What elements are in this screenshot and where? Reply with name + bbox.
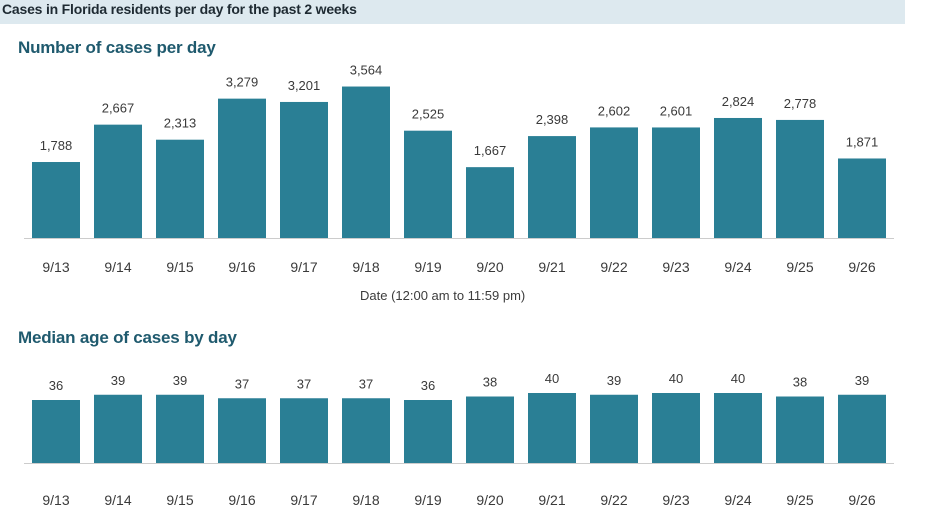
- data-label-age-9/18: 37: [359, 376, 373, 391]
- tick-label-cases-9/25: 9/25: [786, 259, 813, 275]
- data-label-cases-9/26: 1,871: [846, 134, 879, 149]
- bar-cases-9/19: [404, 130, 452, 238]
- bar-cases-9/22: [590, 127, 638, 238]
- tick-label-age-9/23: 9/23: [662, 492, 689, 508]
- data-label-cases-9/17: 3,201: [288, 78, 321, 93]
- bar-cases-9/16: [218, 98, 266, 238]
- tick-label-cases-9/24: 9/24: [724, 259, 751, 275]
- bar-cases-9/13: [32, 162, 80, 238]
- bar-age-9/13: [32, 400, 80, 463]
- data-label-age-9/23: 40: [669, 371, 683, 386]
- data-label-cases-9/22: 2,602: [598, 103, 631, 118]
- tick-label-age-9/15: 9/15: [166, 492, 193, 508]
- bar-age-9/23: [652, 393, 700, 463]
- data-label-age-9/14: 39: [111, 373, 125, 388]
- data-label-age-9/20: 38: [483, 375, 497, 390]
- bar-age-9/26: [838, 394, 886, 463]
- bar-age-9/21: [528, 393, 576, 463]
- data-label-age-9/19: 36: [421, 378, 435, 393]
- data-label-cases-9/20: 1,667: [474, 143, 507, 158]
- data-label-age-9/26: 39: [855, 373, 869, 388]
- bar-age-9/22: [590, 394, 638, 463]
- tick-label-cases-9/18: 9/18: [352, 259, 379, 275]
- data-label-cases-9/19: 2,525: [412, 107, 445, 122]
- data-label-cases-9/14: 2,667: [102, 101, 135, 116]
- tick-label-age-9/24: 9/24: [724, 492, 751, 508]
- tick-label-cases-9/15: 9/15: [166, 259, 193, 275]
- bar-cases-9/26: [838, 158, 886, 238]
- bar-cases-9/25: [776, 119, 824, 238]
- data-label-age-9/21: 40: [545, 371, 559, 386]
- header-bar: [0, 0, 905, 24]
- bar-cases-9/23: [652, 127, 700, 238]
- tick-label-cases-9/23: 9/23: [662, 259, 689, 275]
- bar-cases-9/17: [280, 101, 328, 239]
- bar-age-9/17: [280, 398, 328, 463]
- bar-age-9/16: [218, 398, 266, 463]
- data-label-cases-9/24: 2,824: [722, 94, 755, 109]
- data-label-cases-9/16: 3,279: [226, 75, 259, 90]
- tick-label-age-9/26: 9/26: [848, 492, 875, 508]
- data-label-age-9/13: 36: [49, 378, 63, 393]
- tick-label-cases-9/14: 9/14: [104, 259, 131, 275]
- bar-age-9/20: [466, 396, 514, 463]
- data-label-age-9/24: 40: [731, 371, 745, 386]
- tick-label-cases-9/26: 9/26: [848, 259, 875, 275]
- bar-cases-9/24: [714, 117, 762, 238]
- tick-label-cases-9/20: 9/20: [476, 259, 503, 275]
- data-label-cases-9/25: 2,778: [784, 96, 817, 111]
- x-axis-title-cases: Date (12:00 am to 11:59 pm): [360, 288, 526, 303]
- tick-label-age-9/18: 9/18: [352, 492, 379, 508]
- bar-age-9/14: [94, 394, 142, 463]
- data-label-cases-9/21: 2,398: [536, 112, 569, 127]
- data-label-age-9/22: 39: [607, 373, 621, 388]
- chart-title-cases: Number of cases per day: [18, 38, 216, 57]
- tick-label-age-9/17: 9/17: [290, 492, 317, 508]
- bar-cases-9/15: [156, 139, 204, 238]
- data-label-cases-9/18: 3,564: [350, 63, 383, 78]
- bar-cases-9/14: [94, 124, 142, 238]
- tick-label-age-9/19: 9/19: [414, 492, 441, 508]
- tick-label-age-9/13: 9/13: [42, 492, 69, 508]
- tick-label-cases-9/22: 9/22: [600, 259, 627, 275]
- tick-label-age-9/20: 9/20: [476, 492, 503, 508]
- tick-label-age-9/22: 9/22: [600, 492, 627, 508]
- data-label-age-9/17: 37: [297, 376, 311, 391]
- bar-cases-9/18: [342, 86, 390, 238]
- tick-label-age-9/25: 9/25: [786, 492, 813, 508]
- bar-age-9/15: [156, 394, 204, 463]
- tick-label-cases-9/19: 9/19: [414, 259, 441, 275]
- data-label-age-9/15: 39: [173, 373, 187, 388]
- page-title: Cases in Florida residents per day for t…: [2, 1, 357, 17]
- data-label-age-9/16: 37: [235, 376, 249, 391]
- bar-age-9/19: [404, 400, 452, 463]
- bar-age-9/18: [342, 398, 390, 463]
- data-label-age-9/25: 38: [793, 375, 807, 390]
- tick-label-cases-9/17: 9/17: [290, 259, 317, 275]
- tick-label-cases-9/13: 9/13: [42, 259, 69, 275]
- chart-title-median-age: Median age of cases by day: [18, 328, 237, 347]
- data-label-cases-9/23: 2,601: [660, 103, 693, 118]
- tick-label-cases-9/21: 9/21: [538, 259, 565, 275]
- bar-cases-9/20: [466, 167, 514, 238]
- bar-age-9/24: [714, 393, 762, 463]
- bar-age-9/25: [776, 396, 824, 463]
- tick-label-age-9/16: 9/16: [228, 492, 255, 508]
- data-label-cases-9/13: 1,788: [40, 138, 73, 153]
- tick-label-cases-9/16: 9/16: [228, 259, 255, 275]
- tick-label-age-9/21: 9/21: [538, 492, 565, 508]
- tick-label-age-9/14: 9/14: [104, 492, 131, 508]
- bar-cases-9/21: [528, 136, 576, 238]
- data-label-cases-9/15: 2,313: [164, 116, 197, 131]
